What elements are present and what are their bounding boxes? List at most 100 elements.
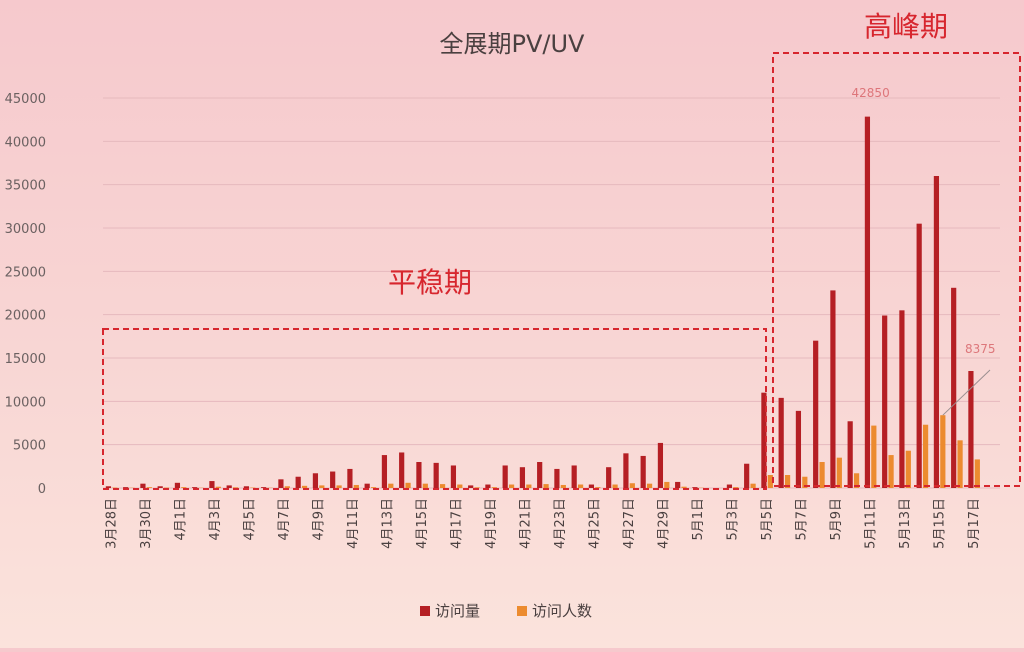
bar-pv bbox=[468, 485, 473, 488]
bar-uv bbox=[595, 487, 600, 488]
x-tick-label: 4月7日 bbox=[277, 498, 292, 541]
bar-uv bbox=[733, 487, 738, 488]
bar-pv bbox=[779, 398, 784, 488]
bar-uv bbox=[147, 487, 152, 488]
bar-pv bbox=[537, 462, 542, 488]
legend-swatch bbox=[420, 606, 430, 616]
bar-pv bbox=[451, 465, 456, 488]
x-tick-label: 5月11日 bbox=[864, 498, 879, 549]
bar-pv bbox=[485, 485, 490, 488]
x-tick-label: 3月28日 bbox=[105, 498, 120, 549]
bar-pv bbox=[554, 469, 559, 488]
bar-pv bbox=[503, 465, 508, 488]
bar-uv bbox=[457, 485, 462, 488]
y-tick-label: 35000 bbox=[5, 179, 46, 194]
bar-uv bbox=[354, 485, 359, 488]
y-tick-label: 0 bbox=[38, 482, 46, 497]
bars bbox=[106, 117, 980, 488]
bar-uv bbox=[612, 485, 617, 488]
bar-uv bbox=[181, 487, 186, 488]
x-tick-label: 4月5日 bbox=[243, 498, 258, 541]
bar-pv bbox=[313, 473, 318, 488]
y-tick-label: 45000 bbox=[5, 92, 46, 107]
x-tick-label: 5月9日 bbox=[829, 498, 844, 541]
legend-label: 访问人数 bbox=[532, 602, 592, 620]
y-tick-label: 25000 bbox=[5, 265, 46, 280]
x-tick-label: 4月23日 bbox=[553, 498, 568, 549]
x-tick-label: 4月9日 bbox=[312, 498, 327, 541]
bar-pv bbox=[209, 481, 214, 488]
bar-uv bbox=[647, 484, 652, 488]
bar-pv bbox=[589, 485, 594, 488]
bar-pv bbox=[675, 482, 680, 488]
bar-uv bbox=[543, 484, 548, 488]
bar-uv bbox=[509, 485, 514, 488]
y-tick-label: 20000 bbox=[5, 309, 46, 324]
x-tick-label: 4月27日 bbox=[622, 498, 637, 549]
bar-pv bbox=[830, 290, 835, 488]
region-label-peak: 高峰期 bbox=[864, 10, 948, 43]
bar-pv bbox=[934, 176, 939, 488]
bar-pv bbox=[692, 487, 697, 488]
y-axis: 0500010000150002000025000300003500040000… bbox=[5, 92, 46, 497]
x-tick-label: 4月21日 bbox=[519, 498, 534, 549]
bar-pv bbox=[158, 486, 163, 488]
bar-uv bbox=[888, 455, 893, 488]
bar-uv bbox=[233, 487, 238, 488]
bar-pv bbox=[382, 455, 387, 488]
bar-pv bbox=[192, 487, 197, 488]
x-tick-label: 3月30日 bbox=[139, 498, 154, 549]
bar-pv bbox=[347, 469, 352, 488]
x-tick-label: 5月3日 bbox=[726, 498, 741, 541]
bar-uv bbox=[474, 487, 479, 488]
bar-uv bbox=[526, 485, 531, 488]
legend-label: 访问量 bbox=[435, 602, 480, 620]
bar-pv bbox=[365, 484, 370, 488]
bar-uv bbox=[975, 459, 980, 488]
x-tick-label: 4月13日 bbox=[381, 498, 396, 549]
bar-pv bbox=[865, 117, 870, 488]
bar-pv bbox=[244, 486, 249, 488]
bar-pv bbox=[399, 452, 404, 488]
bar-uv bbox=[940, 415, 945, 488]
bar-pv bbox=[278, 479, 283, 488]
x-tick-label: 4月19日 bbox=[484, 498, 499, 549]
bar-uv bbox=[664, 482, 669, 488]
bar-uv bbox=[750, 484, 755, 488]
bar-pv bbox=[416, 462, 421, 488]
x-tick-label: 4月11日 bbox=[346, 498, 361, 549]
bar-uv bbox=[319, 485, 324, 488]
bar-uv bbox=[630, 483, 635, 488]
bar-uv bbox=[578, 485, 583, 488]
bar-pv bbox=[520, 467, 525, 488]
x-tick-label: 5月5日 bbox=[760, 498, 775, 541]
bar-uv bbox=[492, 487, 497, 488]
bar-pv bbox=[623, 453, 628, 488]
bar-pv bbox=[106, 486, 111, 488]
bar-pv bbox=[572, 465, 577, 488]
x-tick-label: 5月15日 bbox=[933, 498, 948, 549]
bar-uv bbox=[216, 487, 221, 488]
x-tick-label: 5月1日 bbox=[691, 498, 706, 541]
bar-uv bbox=[336, 485, 341, 488]
bar-pv bbox=[658, 443, 663, 488]
chart-title: 全展期PV/UV bbox=[440, 30, 586, 58]
region-label-stable: 平稳期 bbox=[388, 266, 472, 299]
bar-uv bbox=[681, 487, 686, 488]
x-tick-label: 5月13日 bbox=[898, 498, 913, 549]
bar-uv bbox=[302, 486, 307, 488]
x-tick-label: 5月17日 bbox=[967, 498, 982, 549]
y-tick-label: 15000 bbox=[5, 352, 46, 367]
bar-pv bbox=[796, 411, 801, 488]
bar-uv bbox=[837, 458, 842, 488]
bar-pv bbox=[330, 472, 335, 488]
bar-uv bbox=[440, 484, 445, 488]
y-tick-label: 10000 bbox=[5, 395, 46, 410]
bar-pv bbox=[641, 456, 646, 488]
bar-pv bbox=[606, 467, 611, 488]
bar-pv bbox=[848, 421, 853, 488]
bar-uv bbox=[285, 486, 290, 488]
bar-pv bbox=[899, 310, 904, 488]
